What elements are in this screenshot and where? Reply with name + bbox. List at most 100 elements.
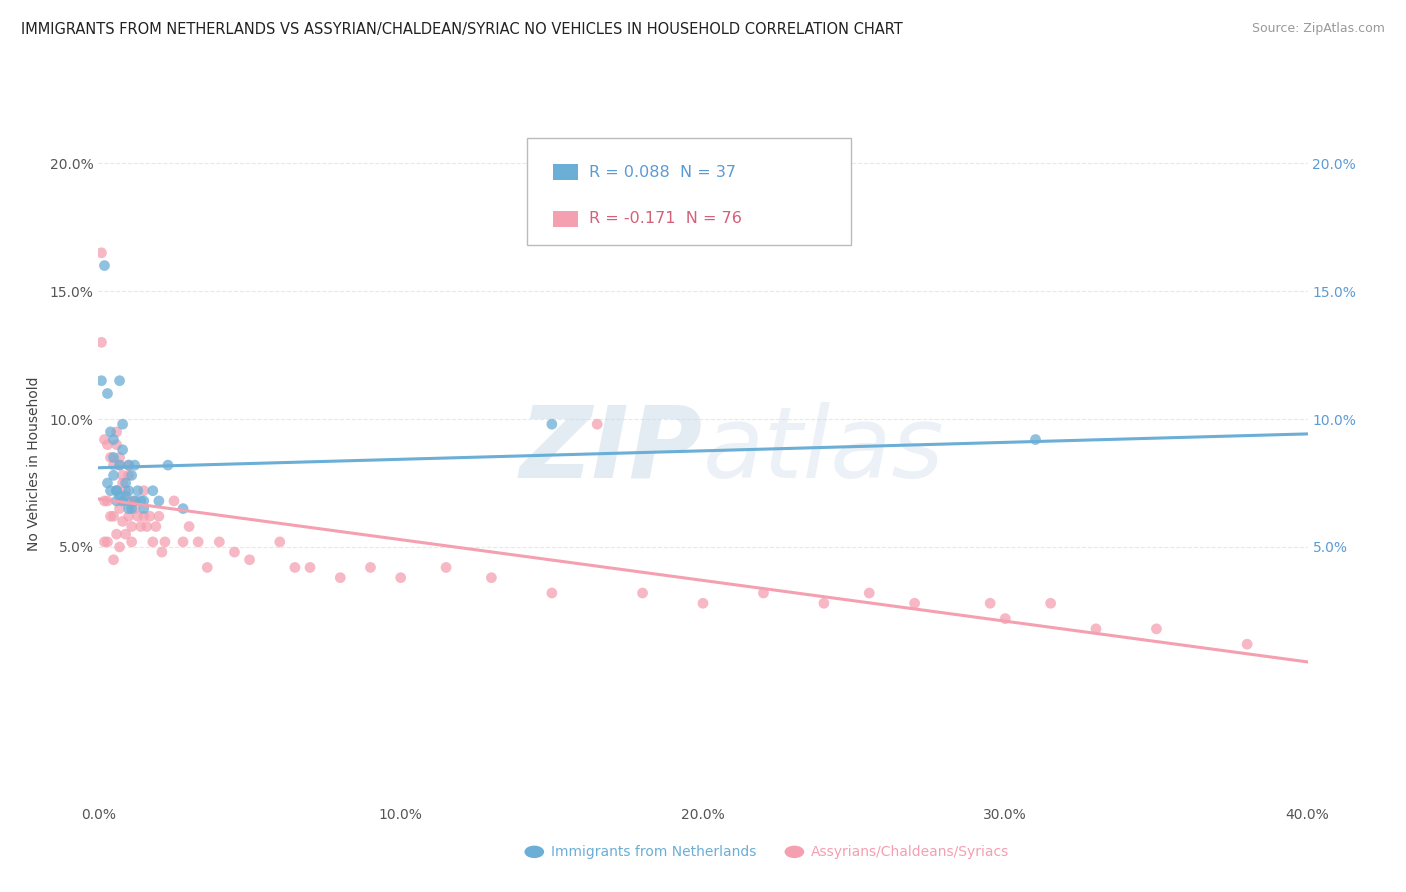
- Point: [239, 553, 262, 567]
- Point: [979, 596, 1001, 610]
- Point: [752, 586, 775, 600]
- Point: [118, 458, 141, 472]
- Point: [103, 553, 125, 567]
- Point: [93, 534, 115, 549]
- Point: [540, 417, 562, 432]
- Point: [100, 509, 122, 524]
- Point: [121, 501, 143, 516]
- Point: [103, 458, 125, 472]
- Point: [111, 442, 134, 457]
- Point: [124, 501, 146, 516]
- Text: IMMIGRANTS FROM NETHERLANDS VS ASSYRIAN/CHALDEAN/SYRIAC NO VEHICLES IN HOUSEHOLD: IMMIGRANTS FROM NETHERLANDS VS ASSYRIAN/…: [21, 22, 903, 37]
- Text: atlas: atlas: [703, 401, 945, 499]
- Point: [132, 483, 155, 498]
- Point: [114, 489, 136, 503]
- Point: [108, 489, 131, 503]
- Point: [108, 540, 131, 554]
- Point: [108, 501, 131, 516]
- Point: [994, 612, 1017, 626]
- Point: [150, 545, 173, 559]
- Point: [108, 458, 131, 472]
- Point: [114, 494, 136, 508]
- Text: Source: ZipAtlas.com: Source: ZipAtlas.com: [1251, 22, 1385, 36]
- Point: [360, 560, 382, 574]
- Point: [118, 468, 141, 483]
- Point: [1144, 622, 1167, 636]
- Point: [586, 417, 609, 432]
- Point: [105, 527, 128, 541]
- Text: ZIP: ZIP: [520, 401, 703, 499]
- Point: [121, 534, 143, 549]
- Point: [1236, 637, 1258, 651]
- Point: [118, 458, 141, 472]
- Point: [389, 571, 412, 585]
- Point: [179, 519, 201, 533]
- Y-axis label: No Vehicles in Household: No Vehicles in Household: [27, 376, 41, 551]
- Point: [105, 483, 128, 498]
- Point: [111, 515, 134, 529]
- Point: [103, 468, 125, 483]
- Point: [163, 494, 186, 508]
- Point: [329, 571, 352, 585]
- Point: [1039, 596, 1062, 610]
- Point: [153, 534, 176, 549]
- Point: [121, 519, 143, 533]
- Point: [105, 437, 128, 451]
- Point: [114, 527, 136, 541]
- Point: [93, 433, 115, 447]
- Point: [904, 596, 927, 610]
- Point: [208, 534, 231, 549]
- Point: [93, 494, 115, 508]
- Point: [142, 483, 165, 498]
- Point: [129, 494, 152, 508]
- Point: [111, 494, 134, 508]
- Point: [187, 534, 209, 549]
- Point: [124, 458, 146, 472]
- Point: [96, 494, 118, 508]
- Point: [132, 501, 155, 516]
- Point: [90, 245, 112, 260]
- Point: [103, 433, 125, 447]
- Point: [132, 509, 155, 524]
- Point: [142, 534, 165, 549]
- Point: [105, 483, 128, 498]
- Point: [481, 571, 503, 585]
- Point: [105, 425, 128, 439]
- Point: [135, 519, 157, 533]
- Point: [127, 483, 149, 498]
- Point: [145, 519, 167, 533]
- Point: [121, 494, 143, 508]
- Text: Immigrants from Netherlands: Immigrants from Netherlands: [551, 845, 756, 859]
- Point: [148, 494, 170, 508]
- Point: [90, 374, 112, 388]
- Point: [111, 468, 134, 483]
- Point: [96, 437, 118, 451]
- Point: [100, 450, 122, 465]
- Point: [148, 509, 170, 524]
- Point: [132, 494, 155, 508]
- Point: [195, 560, 218, 574]
- Text: R = 0.088  N = 37: R = 0.088 N = 37: [589, 165, 737, 179]
- Point: [108, 450, 131, 465]
- Point: [284, 560, 307, 574]
- Point: [118, 483, 141, 498]
- Point: [124, 494, 146, 508]
- Point: [96, 386, 118, 401]
- Point: [1024, 433, 1046, 447]
- Point: [90, 335, 112, 350]
- Point: [111, 417, 134, 432]
- Point: [172, 534, 194, 549]
- Point: [121, 468, 143, 483]
- Point: [129, 519, 152, 533]
- Point: [118, 501, 141, 516]
- Point: [96, 534, 118, 549]
- Point: [114, 476, 136, 491]
- Point: [692, 596, 714, 610]
- Point: [105, 494, 128, 508]
- Point: [858, 586, 880, 600]
- Point: [434, 560, 457, 574]
- Point: [111, 476, 134, 491]
- Point: [139, 509, 162, 524]
- Point: [108, 458, 131, 472]
- Point: [93, 259, 115, 273]
